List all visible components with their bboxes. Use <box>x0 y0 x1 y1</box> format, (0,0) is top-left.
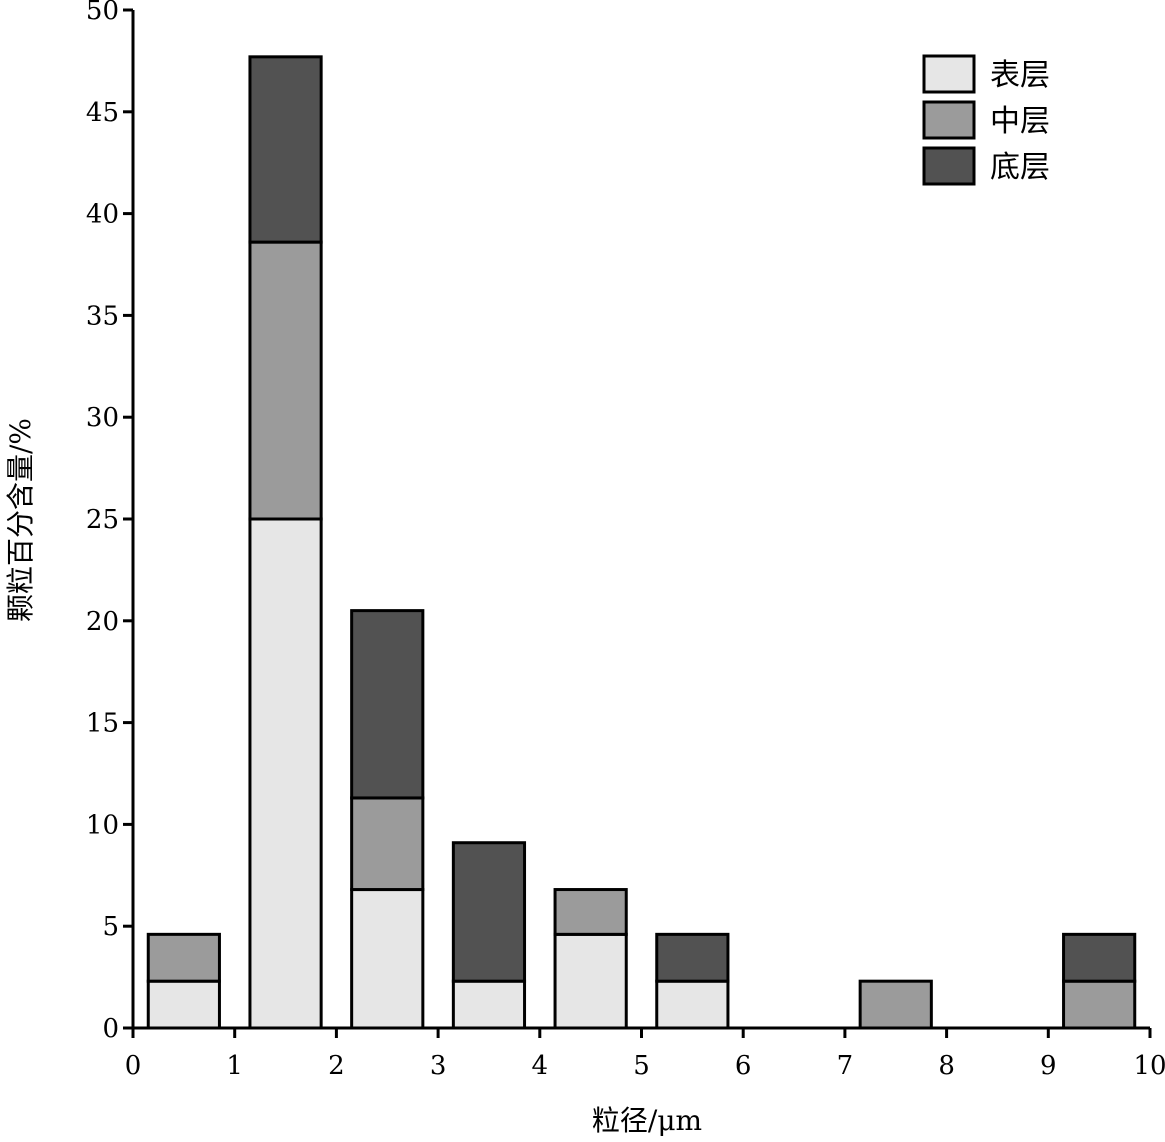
x-tick-label: 5 <box>633 1051 650 1081</box>
y-tick-label: 40 <box>86 200 119 230</box>
legend-label-2: 中层 <box>990 104 1050 139</box>
y-tick-label: 30 <box>86 403 119 433</box>
y-tick-label: 5 <box>102 912 119 942</box>
bar-2-bin-2 <box>248 240 323 521</box>
x-tick-label: 7 <box>837 1051 854 1081</box>
bar-3-bin-3 <box>350 609 425 800</box>
bar-3-bin-6 <box>655 932 730 983</box>
bar-1-bin-3 <box>350 888 425 1030</box>
x-tick-label: 3 <box>430 1051 447 1081</box>
bar-2-bin-5 <box>553 888 628 936</box>
bar-1-bin-1 <box>146 979 221 1030</box>
x-tick-label: 1 <box>226 1051 243 1081</box>
bar-1-bin-6 <box>655 979 730 1030</box>
x-tick-label: 0 <box>125 1051 142 1081</box>
legend-label-1: 表层 <box>990 58 1050 93</box>
y-tick-label: 20 <box>86 607 119 637</box>
y-tick-label: 0 <box>102 1014 119 1044</box>
bar-2-bin-3 <box>350 796 425 892</box>
legend-label-3: 底层 <box>990 150 1050 185</box>
y-tick-label: 50 <box>86 0 119 26</box>
x-tick-label: 8 <box>938 1051 955 1081</box>
bar-3-bin-10 <box>1062 932 1137 983</box>
bar-3-bin-4 <box>451 841 527 983</box>
y-ticks: 0 5 10 15 20 25 30 35 40 45 50 <box>86 0 133 1044</box>
x-tick-label: 10 <box>1133 1051 1165 1081</box>
x-tick-label: 6 <box>735 1051 752 1081</box>
bars-layer <box>146 55 1137 1030</box>
y-tick-label: 35 <box>86 301 119 331</box>
y-tick-label: 10 <box>86 810 119 840</box>
x-ticks: 0 1 2 3 4 5 6 7 8 9 10 <box>125 1028 1165 1081</box>
y-axis-title: 颗粒百分含量/% <box>4 418 37 622</box>
bar-2-bin-10 <box>1062 979 1137 1030</box>
bar-2-bin-1 <box>146 932 221 983</box>
x-axis-title: 粒径/μm <box>592 1104 702 1137</box>
x-tick-label: 4 <box>532 1051 549 1081</box>
y-tick-label: 15 <box>86 709 119 739</box>
y-tick-label: 45 <box>86 98 119 128</box>
x-tick-label: 2 <box>328 1051 345 1081</box>
bar-3-bin-2 <box>248 55 323 244</box>
bar-1-bin-2 <box>248 517 323 1030</box>
x-tick-label: 9 <box>1040 1051 1057 1081</box>
legend-swatch-3 <box>922 146 976 186</box>
bar-2-bin-8 <box>858 979 933 1030</box>
bar-1-bin-5 <box>553 932 628 1030</box>
legend-swatch-2 <box>922 100 976 140</box>
y-tick-label: 25 <box>86 505 119 535</box>
bar-1-bin-4 <box>451 979 527 1030</box>
legend-swatch-1 <box>922 54 976 94</box>
